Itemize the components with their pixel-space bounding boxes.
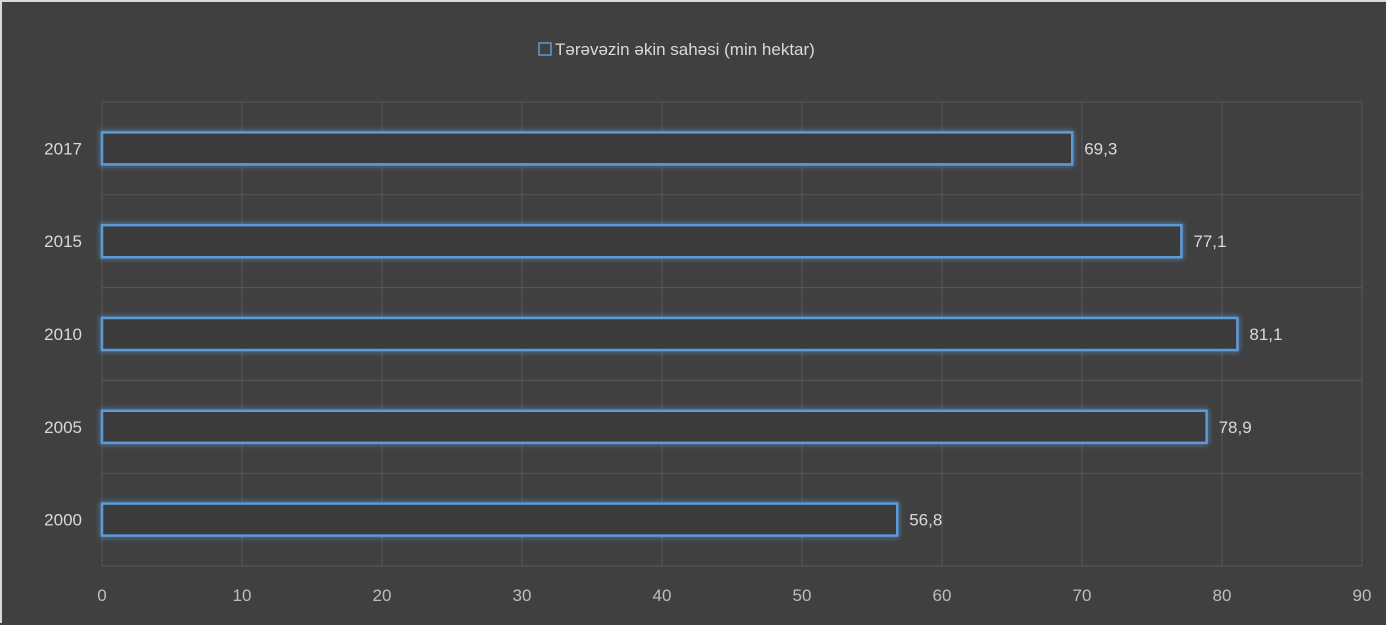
- value-axis: 0 10 20 30 40 50 60 70 80 90: [97, 586, 1371, 605]
- data-label-2000: 56,8: [909, 511, 942, 530]
- bar-2000: [100, 502, 899, 537]
- category-axis: 2000 2005 2010 2015 2017: [44, 139, 82, 529]
- x-tick-label: 90: [1353, 586, 1372, 605]
- x-tick-label: 40: [653, 586, 672, 605]
- x-tick-label: 50: [793, 586, 812, 605]
- data-label-2017: 69,3: [1084, 139, 1117, 158]
- bar-2015: [100, 223, 1183, 259]
- data-label-2005: 78,9: [1219, 418, 1252, 437]
- category-label-2015: 2015: [44, 232, 82, 251]
- legend-swatch: [538, 42, 552, 56]
- x-tick-label: 80: [1213, 586, 1232, 605]
- bar-2010: [100, 316, 1239, 352]
- x-tick-label: 60: [933, 586, 952, 605]
- bars: [100, 131, 1239, 537]
- category-label-2010: 2010: [44, 325, 82, 344]
- gridlines: [101, 101, 1363, 567]
- x-tick-label: 70: [1073, 586, 1092, 605]
- legend: Tərəvəzin əkin sahəsi (min hektar): [538, 40, 815, 59]
- category-label-2000: 2000: [44, 511, 82, 530]
- category-label-2005: 2005: [44, 418, 82, 437]
- bar-2017: [100, 131, 1074, 166]
- data-label-2015: 77,1: [1193, 232, 1226, 251]
- data-label-2010: 81,1: [1249, 325, 1282, 344]
- x-tick-label: 30: [513, 586, 532, 605]
- x-tick-label: 20: [373, 586, 392, 605]
- x-tick-label: 10: [233, 586, 252, 605]
- legend-label: Tərəvəzin əkin sahəsi (min hektar): [555, 40, 815, 59]
- data-labels: 56,8 78,9 81,1 77,1 69,3: [909, 139, 1282, 529]
- x-tick-label: 0: [97, 586, 106, 605]
- bar-2005: [100, 409, 1208, 445]
- category-label-2017: 2017: [44, 139, 82, 158]
